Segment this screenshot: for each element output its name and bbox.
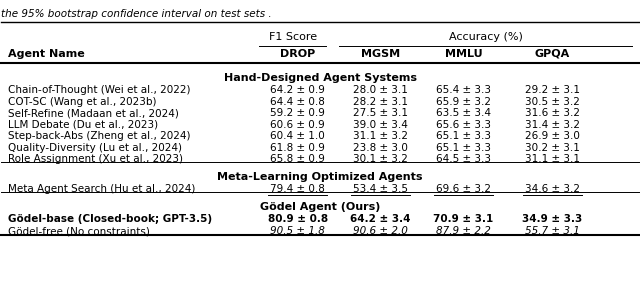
Text: 69.6 ± 3.2: 69.6 ± 3.2 <box>436 184 491 194</box>
Text: Step-back-Abs (Zheng et al., 2024): Step-back-Abs (Zheng et al., 2024) <box>8 131 190 141</box>
Text: MMLU: MMLU <box>445 49 482 59</box>
Text: Accuracy (%): Accuracy (%) <box>449 32 523 42</box>
Text: Hand-Designed Agent Systems: Hand-Designed Agent Systems <box>223 73 417 84</box>
Text: 64.2 ± 0.9: 64.2 ± 0.9 <box>270 85 325 95</box>
Text: 26.9 ± 3.0: 26.9 ± 3.0 <box>525 131 580 141</box>
Text: 39.0 ± 3.4: 39.0 ± 3.4 <box>353 120 408 129</box>
Text: 65.8 ± 0.9: 65.8 ± 0.9 <box>270 154 325 164</box>
Text: 79.4 ± 0.8: 79.4 ± 0.8 <box>270 184 325 194</box>
Text: Gödel-free (No constraints): Gödel-free (No constraints) <box>8 226 150 236</box>
Text: 31.6 ± 3.2: 31.6 ± 3.2 <box>525 108 580 118</box>
Text: 64.5 ± 3.3: 64.5 ± 3.3 <box>436 154 491 164</box>
Text: 27.5 ± 3.1: 27.5 ± 3.1 <box>353 108 408 118</box>
Text: LLM Debate (Du et al., 2023): LLM Debate (Du et al., 2023) <box>8 120 158 129</box>
Text: 30.2 ± 3.1: 30.2 ± 3.1 <box>525 143 580 152</box>
Text: 60.6 ± 0.9: 60.6 ± 0.9 <box>270 120 325 129</box>
Text: Role Assignment (Xu et al., 2023): Role Assignment (Xu et al., 2023) <box>8 154 183 164</box>
Text: 28.2 ± 3.1: 28.2 ± 3.1 <box>353 97 408 107</box>
Text: 34.6 ± 3.2: 34.6 ± 3.2 <box>525 184 580 194</box>
Text: GPQA: GPQA <box>535 49 570 59</box>
Text: DROP: DROP <box>280 49 316 59</box>
Text: 65.1 ± 3.3: 65.1 ± 3.3 <box>436 143 491 152</box>
Text: 30.5 ± 3.2: 30.5 ± 3.2 <box>525 97 580 107</box>
Text: 53.4 ± 3.5: 53.4 ± 3.5 <box>353 184 408 194</box>
Text: 61.8 ± 0.9: 61.8 ± 0.9 <box>270 143 325 152</box>
Text: Chain-of-Thought (Wei et al., 2022): Chain-of-Thought (Wei et al., 2022) <box>8 85 190 95</box>
Text: 31.4 ± 3.2: 31.4 ± 3.2 <box>525 120 580 129</box>
Text: Gödel Agent (Ours): Gödel Agent (Ours) <box>260 202 380 212</box>
Text: 64.4 ± 0.8: 64.4 ± 0.8 <box>270 97 325 107</box>
Text: 65.4 ± 3.3: 65.4 ± 3.3 <box>436 85 491 95</box>
Text: 70.9 ± 3.1: 70.9 ± 3.1 <box>433 214 493 224</box>
Text: 87.9 ± 2.2: 87.9 ± 2.2 <box>436 226 491 236</box>
Text: 65.9 ± 3.2: 65.9 ± 3.2 <box>436 97 491 107</box>
Text: 31.1 ± 3.1: 31.1 ± 3.1 <box>525 154 580 164</box>
Text: 63.5 ± 3.4: 63.5 ± 3.4 <box>436 108 491 118</box>
Text: the 95% bootstrap confidence interval on test sets .: the 95% bootstrap confidence interval on… <box>1 9 272 19</box>
Text: Meta Agent Search (Hu et al., 2024): Meta Agent Search (Hu et al., 2024) <box>8 184 195 194</box>
Text: Meta-Learning Optimized Agents: Meta-Learning Optimized Agents <box>217 172 423 182</box>
Text: 59.2 ± 0.9: 59.2 ± 0.9 <box>270 108 325 118</box>
Text: 31.1 ± 3.2: 31.1 ± 3.2 <box>353 131 408 141</box>
Text: 28.0 ± 3.1: 28.0 ± 3.1 <box>353 85 408 95</box>
Text: F1 Score: F1 Score <box>269 32 317 42</box>
Text: Gödel-base (Closed-book; GPT-3.5): Gödel-base (Closed-book; GPT-3.5) <box>8 214 212 224</box>
Text: 30.1 ± 3.2: 30.1 ± 3.2 <box>353 154 408 164</box>
Text: Quality-Diversity (Lu et al., 2024): Quality-Diversity (Lu et al., 2024) <box>8 143 182 152</box>
Text: 29.2 ± 3.1: 29.2 ± 3.1 <box>525 85 580 95</box>
Text: COT-SC (Wang et al., 2023b): COT-SC (Wang et al., 2023b) <box>8 97 156 107</box>
Text: 90.5 ± 1.8: 90.5 ± 1.8 <box>270 226 325 236</box>
Text: 90.6 ± 2.0: 90.6 ± 2.0 <box>353 226 408 236</box>
Text: 80.9 ± 0.8: 80.9 ± 0.8 <box>268 214 328 224</box>
Text: 65.6 ± 3.3: 65.6 ± 3.3 <box>436 120 491 129</box>
Text: 34.9 ± 3.3: 34.9 ± 3.3 <box>522 214 582 224</box>
Text: MGSM: MGSM <box>361 49 400 59</box>
Text: 60.4 ± 1.0: 60.4 ± 1.0 <box>270 131 325 141</box>
Text: Agent Name: Agent Name <box>8 49 84 59</box>
Text: 23.8 ± 3.0: 23.8 ± 3.0 <box>353 143 408 152</box>
Text: Self-Refine (Madaan et al., 2024): Self-Refine (Madaan et al., 2024) <box>8 108 179 118</box>
Text: 64.2 ± 3.4: 64.2 ± 3.4 <box>350 214 411 224</box>
Text: 65.1 ± 3.3: 65.1 ± 3.3 <box>436 131 491 141</box>
Text: 55.7 ± 3.1: 55.7 ± 3.1 <box>525 226 580 236</box>
